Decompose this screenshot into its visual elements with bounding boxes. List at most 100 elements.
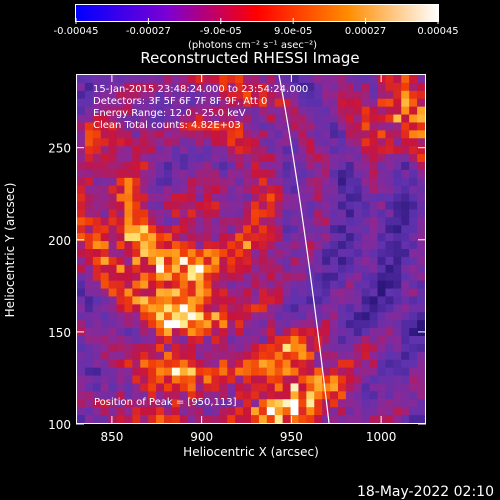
heatmap-cell: [179, 296, 189, 305]
heatmap-cell: [148, 130, 157, 139]
heatmap-cell: [140, 288, 149, 297]
heatmap-cell: [84, 320, 94, 329]
heatmap-cell: [393, 407, 402, 416]
heatmap-cell: [92, 90, 102, 100]
heatmap-cell: [385, 201, 394, 210]
heatmap-cell: [322, 217, 331, 226]
heatmap-cell: [266, 312, 276, 321]
heatmap-cell: [353, 407, 363, 416]
heatmap-cell: [164, 391, 173, 400]
heatmap-cell: [235, 201, 244, 210]
heatmap-cell: [203, 296, 212, 305]
heatmap-cell: [330, 288, 339, 297]
heatmap-cell: [116, 383, 125, 392]
heatmap-cell: [92, 201, 102, 210]
heatmap-cell: [266, 169, 276, 179]
heatmap-cell: [108, 169, 117, 179]
heatmap-cell: [314, 264, 323, 274]
heatmap-cell: [92, 359, 102, 369]
heatmap-cell: [219, 399, 228, 408]
heatmap-cell: [92, 225, 102, 234]
heatmap-cell: [156, 193, 165, 202]
heatmap-cell: [164, 154, 173, 163]
heatmap-cell: [140, 130, 149, 139]
heatmap-cell: [219, 98, 228, 108]
heatmap-cell: [211, 98, 220, 108]
x-tick-label: 1000: [366, 430, 397, 444]
heatmap-cell: [195, 146, 204, 155]
heatmap-cell: [274, 169, 284, 179]
heatmap-cell: [306, 320, 315, 329]
heatmap-cell: [361, 241, 371, 250]
heatmap-cell: [235, 280, 244, 289]
heatmap-cell: [282, 225, 291, 234]
heatmap-cell: [330, 272, 339, 282]
heatmap-cell: [243, 217, 252, 226]
heatmap-cell: [219, 359, 228, 369]
heatmap-cell: [298, 407, 307, 416]
heatmap-cell: [108, 264, 117, 274]
heatmap-cell: [116, 280, 125, 289]
heatmap-cell: [235, 146, 244, 155]
heatmap-cell: [171, 391, 181, 400]
heatmap-cell: [203, 82, 212, 92]
heatmap-cell: [266, 249, 276, 258]
heatmap-cell: [171, 98, 181, 108]
heatmap-cell: [417, 304, 426, 313]
heatmap-cell: [306, 336, 315, 345]
heatmap-cell: [338, 249, 347, 258]
heatmap-cell: [179, 343, 189, 353]
heatmap-cell: [282, 146, 291, 155]
heatmap-cell: [116, 304, 125, 313]
heatmap-cell: [282, 241, 291, 250]
heatmap-cell: [132, 336, 141, 345]
heatmap-cell: [84, 256, 94, 266]
heatmap-cell: [369, 367, 378, 376]
heatmap-cell: [251, 162, 260, 171]
heatmap-cell: [77, 82, 86, 92]
heatmap-cell: [401, 138, 410, 147]
heatmap-cell: [243, 185, 252, 195]
heatmap-cell: [353, 146, 363, 155]
heatmap-cell: [274, 241, 284, 250]
heatmap-cell: [258, 114, 268, 123]
heatmap-cell: [164, 367, 173, 376]
heatmap-cell: [243, 264, 252, 274]
heatmap-cell: [409, 209, 418, 218]
heatmap-cell: [77, 415, 86, 424]
heatmap-cell: [203, 193, 212, 202]
heatmap-cell: [227, 241, 236, 250]
heatmap-cell: [171, 225, 181, 234]
heatmap-cell: [211, 399, 220, 408]
heatmap-cell: [345, 407, 355, 416]
heatmap-cell: [203, 304, 212, 313]
heatmap-cell: [385, 391, 394, 400]
heatmap-cell: [353, 336, 363, 345]
heatmap-cell: [393, 359, 402, 369]
heatmap-cell: [156, 336, 165, 345]
heatmap-cell: [298, 280, 307, 289]
heatmap-cell: [251, 225, 260, 234]
heatmap-cell: [258, 233, 268, 242]
heatmap-cell: [385, 407, 394, 416]
heatmap-cell: [393, 256, 402, 266]
heatmap-cell: [140, 241, 149, 250]
heatmap-cell: [258, 296, 268, 305]
heatmap-cell: [266, 407, 276, 416]
heatmap-cell: [171, 304, 181, 313]
x-tick-label: 950: [280, 430, 303, 444]
heatmap-cell: [361, 209, 371, 218]
heatmap-cell: [266, 272, 276, 282]
heatmap-cell: [235, 399, 244, 408]
heatmap-cell: [251, 359, 260, 369]
heatmap-cell: [116, 328, 125, 337]
heatmap-cell: [171, 375, 181, 384]
heatmap-cell: [298, 146, 307, 155]
heatmap-cell: [345, 138, 355, 147]
heatmap-cell: [179, 225, 189, 234]
heatmap-cell: [361, 225, 371, 234]
heatmap-cell: [369, 154, 378, 163]
heatmap-cell: [298, 138, 307, 147]
heatmap-cell: [84, 375, 94, 384]
heatmap-cell: [282, 122, 291, 131]
